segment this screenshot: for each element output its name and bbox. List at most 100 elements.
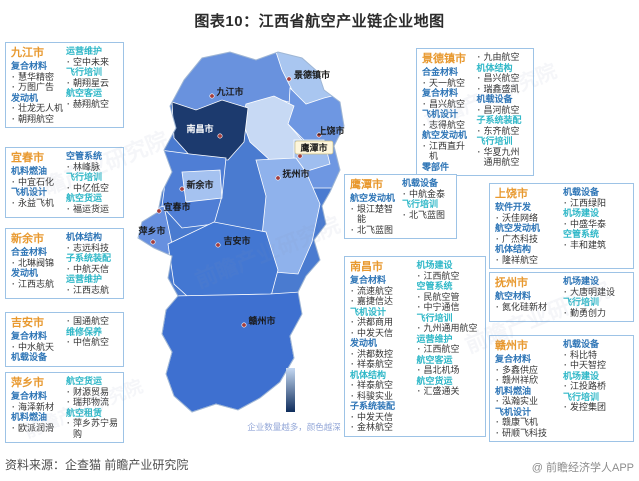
company-name: 朝翔航空 bbox=[18, 113, 55, 124]
bullet-icon: · bbox=[496, 212, 499, 223]
bullet-icon: · bbox=[351, 327, 354, 338]
company-name: 中信航空 bbox=[73, 337, 110, 347]
company-item: · 江西志航 bbox=[66, 285, 118, 296]
category-label: 运营维护 bbox=[66, 46, 103, 56]
category-label: 飞机设计 bbox=[422, 109, 459, 119]
bullet-icon: · bbox=[12, 176, 15, 187]
company-name: 中宜石化 bbox=[18, 176, 55, 187]
source-note: 资料来源：企查猫 前瞻产业研究院 bbox=[5, 458, 189, 472]
category-label: 机料燃油 bbox=[11, 412, 48, 422]
bullet-icon: · bbox=[12, 257, 15, 268]
bullet-icon: · bbox=[351, 285, 354, 296]
bullet-icon: · bbox=[12, 278, 15, 289]
category-label: 飞行培训 bbox=[416, 312, 453, 323]
company-name: 中航天信 bbox=[73, 263, 110, 274]
city-dots bbox=[150, 76, 322, 328]
company-name: 财源贸易 bbox=[73, 386, 110, 397]
bullet-icon: · bbox=[496, 233, 499, 244]
city-dot-xinyu bbox=[179, 186, 185, 192]
city-dot-jiujiang bbox=[209, 93, 215, 99]
company-item: · 北飞蓝图 bbox=[402, 210, 451, 221]
category-label: 航空材料 bbox=[495, 291, 532, 301]
company-name: 北飞蓝图 bbox=[357, 224, 394, 235]
box-column: 抚州市航空材料 · 氮化硅新材 bbox=[495, 276, 560, 318]
company-name: 昌北机场 bbox=[423, 365, 460, 375]
city-box-xinyu: 新余市 合金材料 · 北琳阀锦 发动机 · 江西志航 机体结构 · 志远科技 子系统装配 · 中航天信运… bbox=[5, 228, 124, 299]
company-name: 洪都商用 bbox=[357, 317, 394, 327]
company-item: · 华夏九州通用航空 bbox=[477, 147, 529, 168]
box-column: 机体结构 · 志远科技 子系统装配 · 中航天信 运营维护 · 江西志航 bbox=[66, 232, 118, 295]
category-label: 航空货运 bbox=[66, 376, 103, 386]
bullet-icon: · bbox=[496, 375, 499, 385]
category-label: 飞行培训 bbox=[402, 199, 439, 209]
company-item: · 中盛华泰 bbox=[563, 219, 628, 230]
company-name: 江西志航 bbox=[18, 278, 55, 289]
bullet-icon: · bbox=[67, 98, 70, 109]
map-region-ganzhou bbox=[161, 291, 305, 412]
company-name: 沃佳网络 bbox=[502, 212, 539, 223]
category-label: 机料燃油 bbox=[495, 385, 532, 396]
category-label: 空管系统 bbox=[563, 229, 600, 239]
company-name: 欧派润滑 bbox=[18, 422, 55, 433]
bullet-icon: · bbox=[564, 218, 567, 229]
bullet-icon: · bbox=[417, 344, 421, 354]
city-box-title: 吉安市 bbox=[11, 317, 44, 329]
category-label: 航空货运 bbox=[416, 375, 453, 386]
bullet-icon: · bbox=[67, 284, 70, 295]
bullet-icon: · bbox=[351, 390, 354, 401]
company-name: 昌兴航空 bbox=[483, 73, 520, 83]
category-label: 机载设备 bbox=[563, 187, 600, 197]
company-name: 中发天信 bbox=[357, 411, 394, 422]
box-column: 景德镇市 合金材料 · 天一航空 复合材料 · 昌兴航空 飞机设计 · 志得航空 航空发动机 · 江西直… bbox=[422, 52, 474, 172]
box-column: 航空货运 · 财源贸易 · 瑞邦物流 航空租赁 · 萍乡苏宁易购 bbox=[66, 376, 118, 439]
category-label: 复合材料 bbox=[422, 88, 459, 98]
category-label: 飞行培训 bbox=[476, 136, 513, 146]
bullet-icon: · bbox=[417, 386, 421, 396]
company-name: 江西航空 bbox=[423, 344, 460, 354]
bullet-icon: · bbox=[403, 209, 406, 220]
company-item: · 中亿低空 bbox=[66, 183, 118, 194]
company-item: · 氮化硅新材 bbox=[495, 302, 560, 313]
company-name: 科比特 bbox=[570, 349, 598, 360]
category-label: 子系统装配 bbox=[66, 253, 112, 263]
bullet-icon: · bbox=[423, 98, 426, 109]
company-item: · 天一航空 bbox=[422, 78, 474, 89]
company-item: · 赣康飞机 bbox=[495, 417, 560, 428]
city-box-title: 鹰潭市 bbox=[350, 179, 383, 191]
bullet-icon: · bbox=[67, 242, 70, 253]
company-item: · 赫翔航空 bbox=[66, 99, 118, 110]
company-name: 空中未来 bbox=[73, 56, 110, 67]
company-item: · 海泽新材 bbox=[11, 402, 63, 413]
city-box-title: 抚州市 bbox=[495, 277, 528, 289]
company-item: · 国通航空 bbox=[66, 316, 118, 327]
bullet-icon: · bbox=[564, 360, 567, 370]
city-dot-ganzhou bbox=[241, 322, 247, 328]
bullet-icon: · bbox=[67, 418, 70, 428]
category-label: 机体结构 bbox=[476, 62, 513, 73]
company-item: · 江投路桥 bbox=[563, 381, 628, 392]
company-item: · 中水航天 bbox=[11, 342, 63, 353]
city-dot-jian bbox=[215, 242, 221, 248]
category-label: 机载设备 bbox=[402, 178, 439, 188]
company-name: 江西直升机 bbox=[429, 140, 466, 162]
map-label-pingxiang: 萍乡市 bbox=[138, 225, 165, 236]
company-item: · 北琳阀锦 bbox=[11, 258, 63, 269]
company-name: 中天智控 bbox=[570, 360, 607, 370]
city-box-jian: 吉安市 复合材料 · 中水航天 机载设备 · 国通航空 维修保养 · 中信航空 bbox=[5, 312, 124, 367]
category-label: 子系统装配 bbox=[476, 115, 522, 125]
company-item: · 科骏实业 bbox=[350, 391, 414, 402]
category-label: 机载设备 bbox=[563, 339, 600, 349]
map-label-fuzhou: 抚州市 bbox=[282, 168, 309, 179]
bullet-icon: · bbox=[67, 77, 70, 88]
company-item: · 瑞鑫盛凯 bbox=[477, 84, 529, 95]
map-label-xinyu: 新余市 bbox=[186, 179, 213, 190]
city-box-title: 宜春市 bbox=[11, 152, 44, 164]
box-column: 机载设备 · 江西绿阳 机场建设 · 中盛华泰 空管系统 · 丰和建筑 bbox=[563, 187, 628, 265]
company-item: · 昌兴航空 bbox=[477, 73, 529, 84]
company-item: · 欧派润滑 bbox=[11, 423, 63, 434]
page-title: 图表10：江西省航空产业链企业地图 bbox=[194, 13, 445, 30]
company-item: · 流速航空 bbox=[350, 286, 414, 297]
company-item: · 隆祥航空 bbox=[495, 255, 560, 266]
company-item: · 中天智控 bbox=[563, 360, 628, 371]
bullet-icon: · bbox=[12, 113, 15, 124]
